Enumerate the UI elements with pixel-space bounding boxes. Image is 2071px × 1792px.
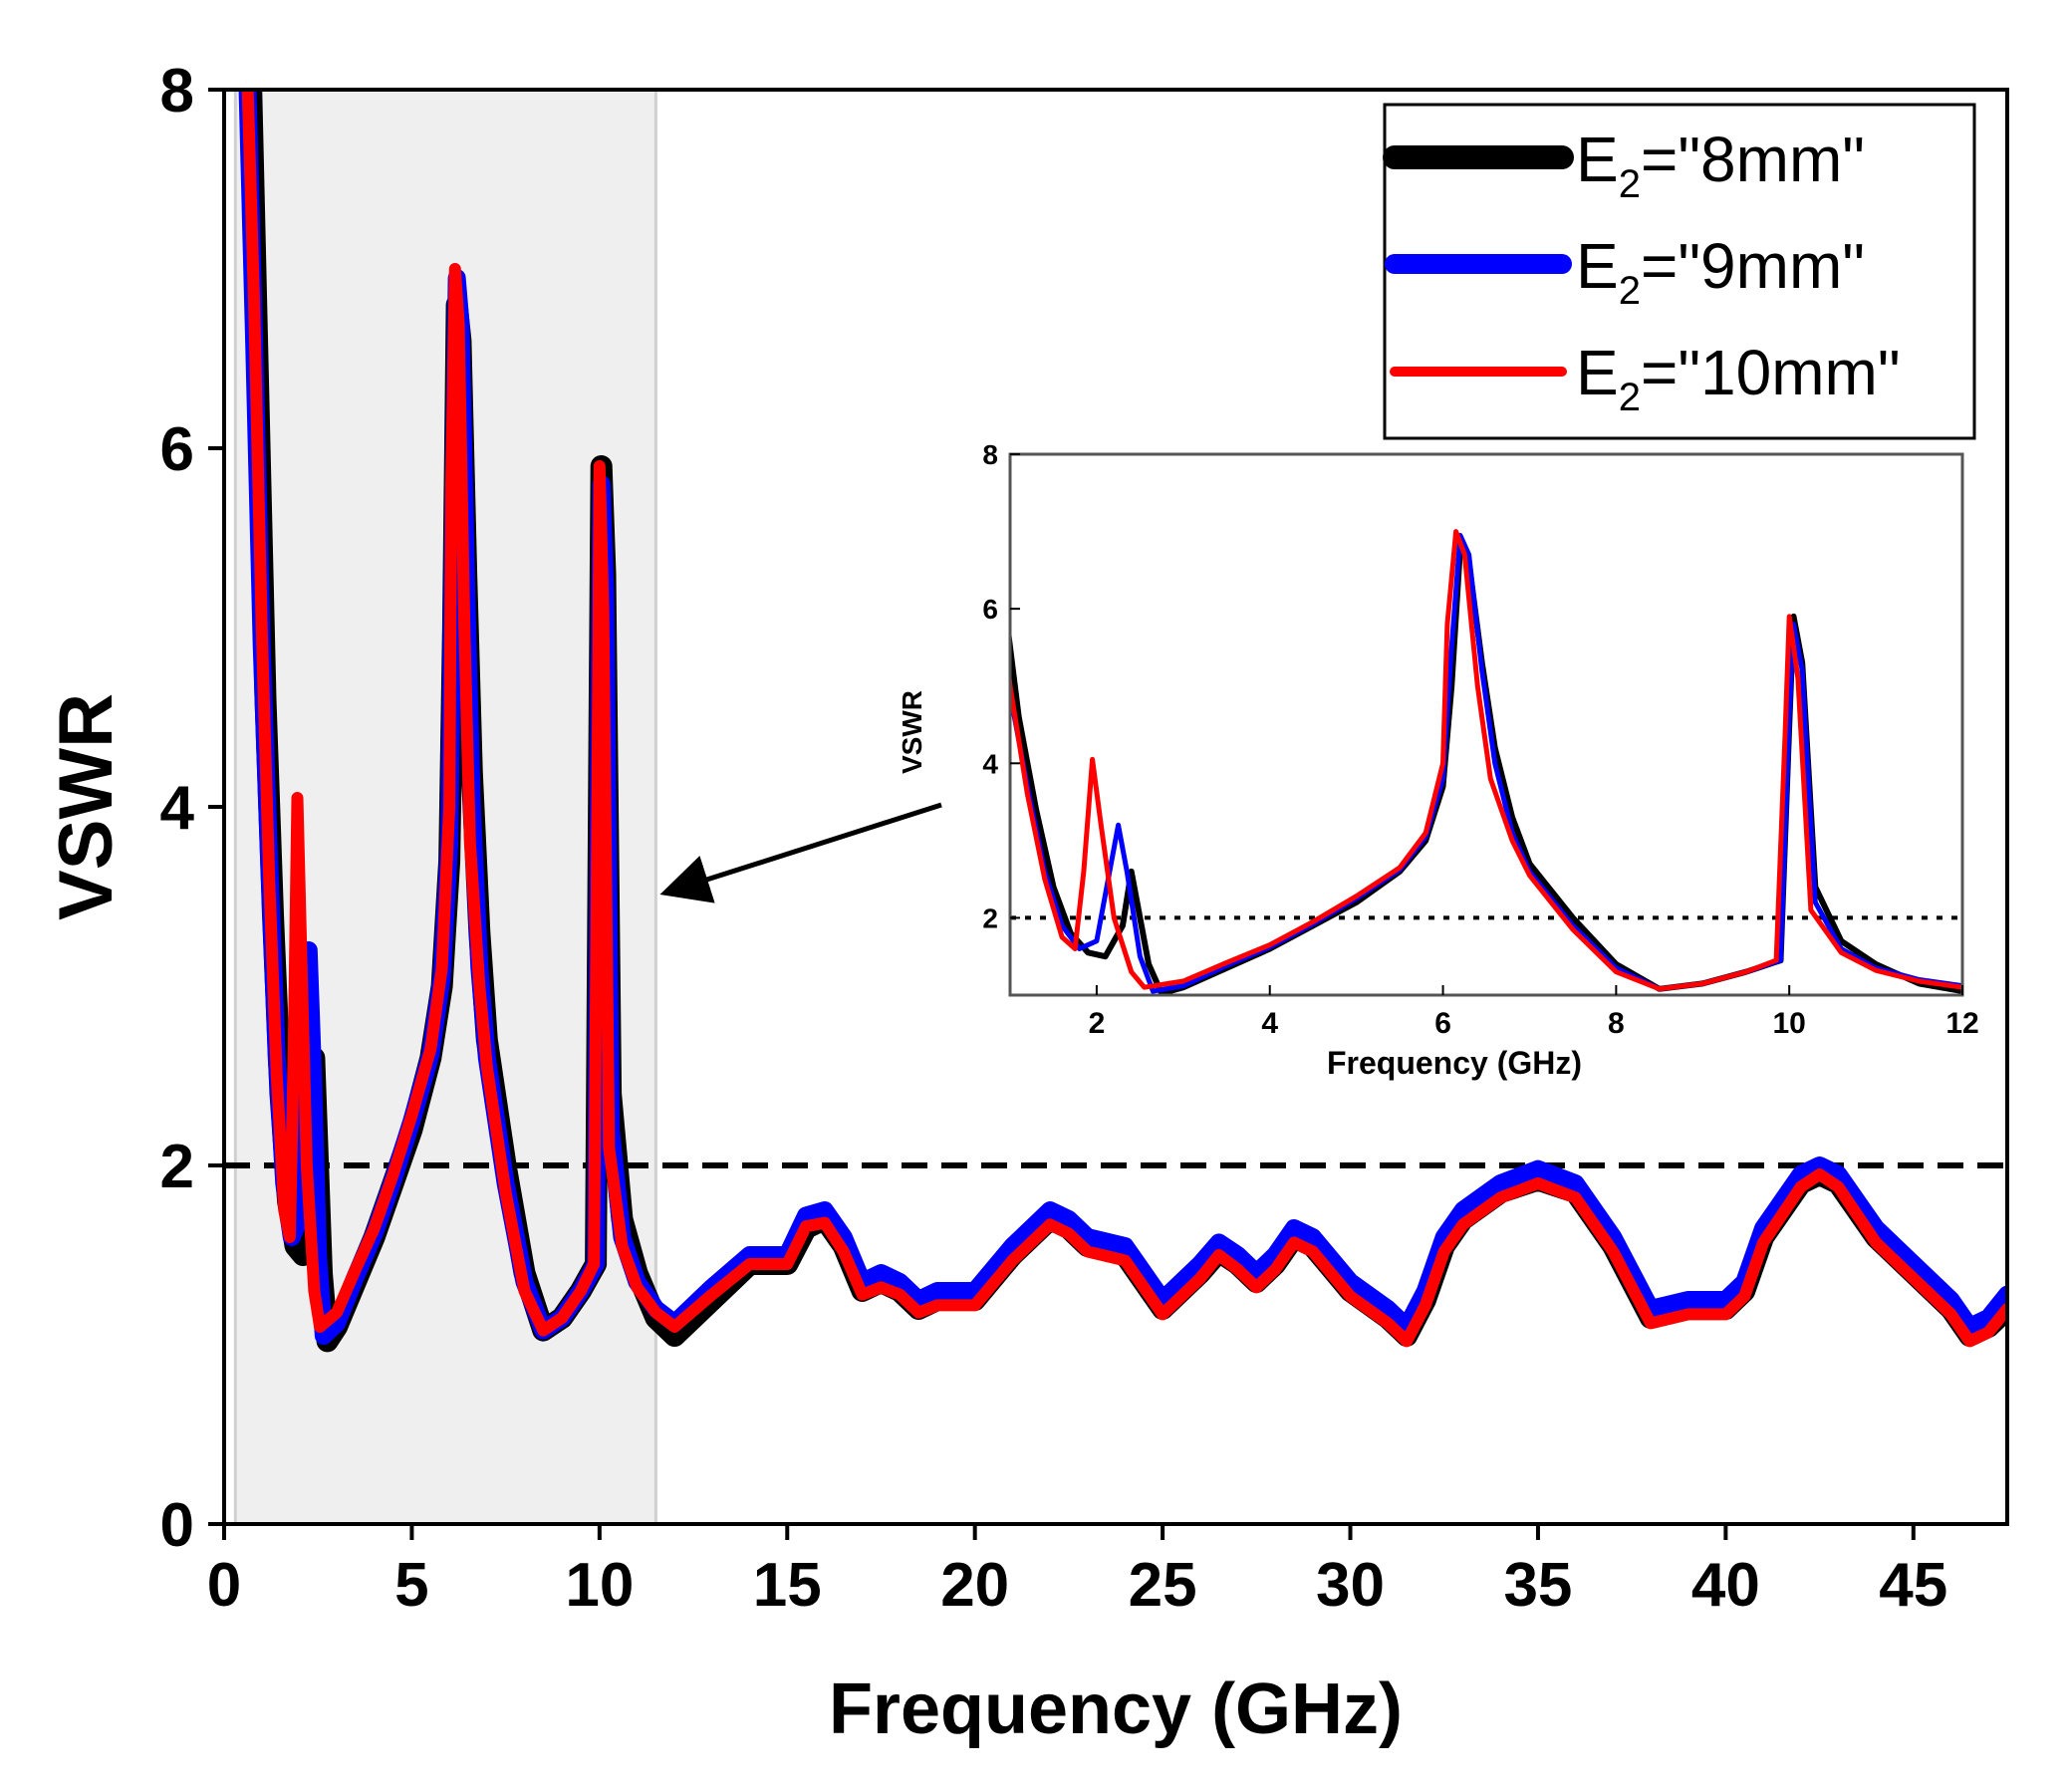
main-series xyxy=(238,90,2007,1353)
x-tick-label: 35 xyxy=(1503,1551,1572,1620)
inset-x-tick-label: 4 xyxy=(1261,1007,1278,1040)
y-tick-label: 6 xyxy=(160,415,194,484)
inset-x-tick-label: 10 xyxy=(1772,1007,1805,1040)
legend-label-10mm: E2="10mm" xyxy=(1576,337,1901,419)
x-tick-label: 45 xyxy=(1879,1551,1947,1620)
legend: E2="8mm" E2="9mm" E2="10mm" xyxy=(1383,103,1976,440)
y-tick-label: 8 xyxy=(160,57,194,126)
x-tick-label: 20 xyxy=(940,1551,1009,1620)
y-axis-label: VSWR xyxy=(44,693,129,920)
x-axis-label: Frequency (GHz) xyxy=(829,1669,1403,1749)
series-line-2 xyxy=(241,90,2007,1348)
inset-x-tick-label: 6 xyxy=(1434,1007,1451,1040)
x-tick-label: 40 xyxy=(1691,1551,1760,1620)
x-tick-label: 15 xyxy=(753,1551,822,1620)
inset-y-tick-label: 8 xyxy=(982,439,998,470)
x-tick-label: 0 xyxy=(207,1551,241,1620)
legend-label-8mm: E2="8mm" xyxy=(1576,124,1865,206)
inset-series-line-2 xyxy=(1010,529,1962,992)
y-tick-label: 2 xyxy=(160,1133,194,1201)
main-plot-frame xyxy=(222,88,2009,1526)
main-grid: 0 5 10 15 20 25 30 35 40 45 0 2 4 6 8 xyxy=(160,57,1948,1620)
inset-x-axis-label: Frequency (GHz) xyxy=(1327,1045,1582,1081)
y-tick-label: 4 xyxy=(160,774,195,843)
inset-x-tick-label: 2 xyxy=(1089,1007,1106,1040)
inset-y-tick-label: 6 xyxy=(982,594,998,625)
zoom-arrow xyxy=(659,802,942,903)
legend-label-9mm: E2="9mm" xyxy=(1576,230,1865,313)
x-tick-label: 25 xyxy=(1129,1551,1197,1620)
y-tick-label: 0 xyxy=(160,1491,194,1560)
x-tick-label: 5 xyxy=(394,1551,428,1620)
inset-chart: 2 4 6 8 10 12 2 4 6 8 Frequency (GHz) VSWR xyxy=(897,439,1979,1081)
inset-y-axis-label: VSWR xyxy=(897,690,927,774)
x-tick-label: 30 xyxy=(1316,1551,1385,1620)
inset-ticks: 2 4 6 8 10 12 2 4 6 8 xyxy=(982,439,1978,1040)
inset-y-tick-label: 4 xyxy=(982,748,998,779)
inset-series-line-1 xyxy=(1010,533,1962,994)
inset-y-tick-label: 2 xyxy=(982,902,998,933)
inset-series xyxy=(1010,529,1962,995)
inset-x-tick-label: 8 xyxy=(1608,1007,1625,1040)
inset-frame xyxy=(1008,452,1964,997)
x-tick-label: 10 xyxy=(565,1551,634,1620)
inset-x-tick-label: 12 xyxy=(1945,1007,1978,1040)
